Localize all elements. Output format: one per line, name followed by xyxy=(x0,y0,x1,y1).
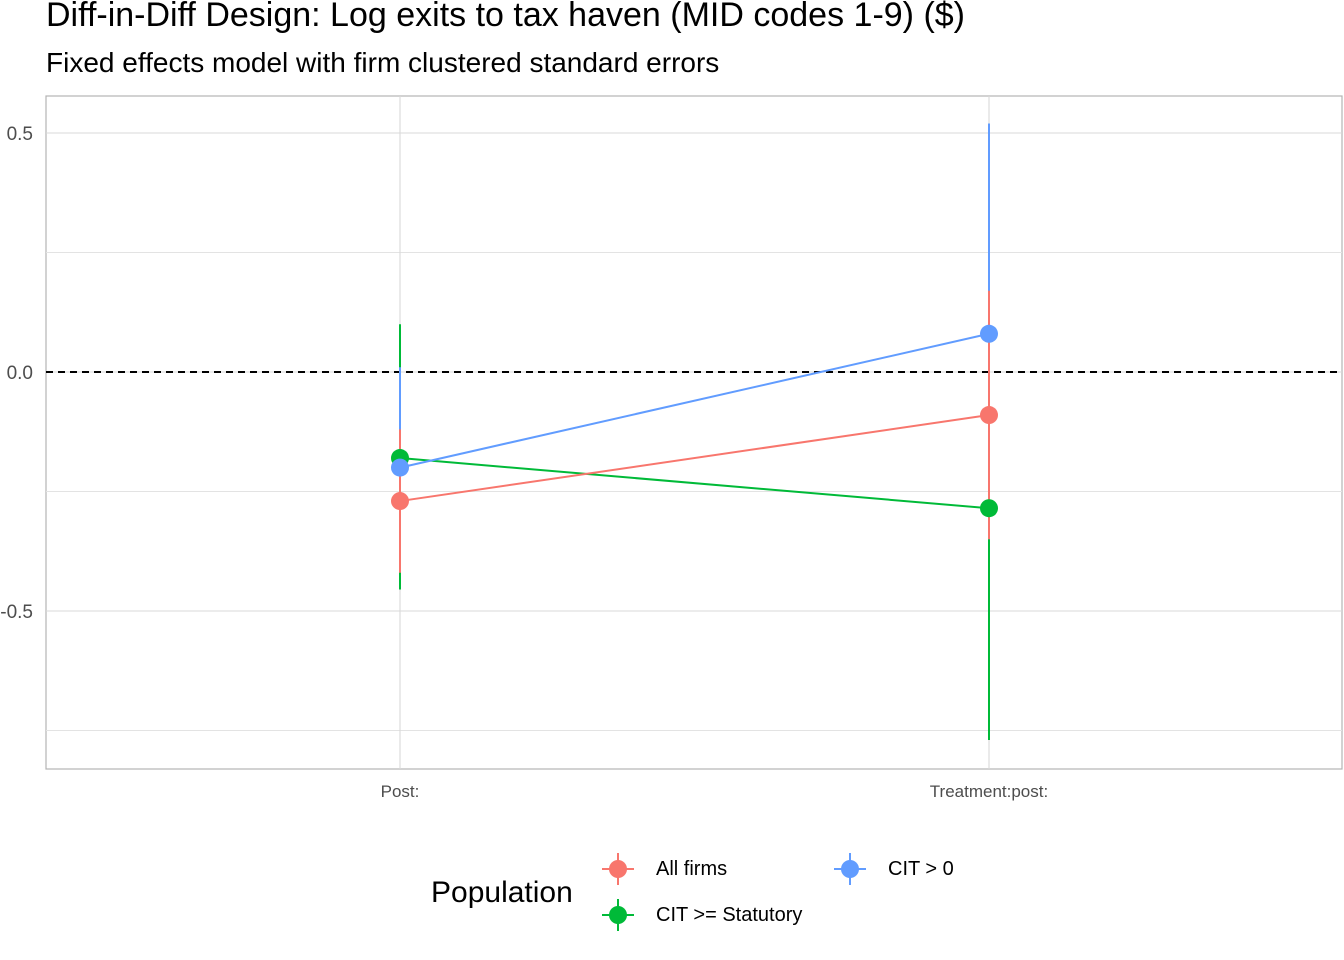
chart-subtitle: Fixed effects model with firm clustered … xyxy=(46,47,720,78)
data-point xyxy=(391,492,409,511)
data-point xyxy=(980,406,998,425)
chart-title: Diff-in-Diff Design: Log exits to tax ha… xyxy=(46,0,965,34)
legend-dot-all-firms xyxy=(609,860,627,878)
plot-panel-border xyxy=(45,95,1343,770)
legend-label-cit-positive: CIT > 0 xyxy=(888,858,954,880)
data-point xyxy=(980,499,998,518)
x-tick-label: Post: xyxy=(381,782,420,801)
legend-key-cit-statutory xyxy=(602,899,634,931)
series-line xyxy=(399,414,990,503)
legend-dot-cit-positive xyxy=(841,860,859,878)
data-point xyxy=(980,324,998,343)
legend-dot-cit-statutory xyxy=(609,906,627,924)
y-tick-label: 0.0 xyxy=(7,363,33,384)
legend-key-all-firms xyxy=(602,853,634,885)
y-tick-label: -0.5 xyxy=(0,602,33,623)
legend-key-cit-positive xyxy=(834,853,866,885)
legend-label-all-firms: All firms xyxy=(656,858,728,880)
y-tick-label: 0.5 xyxy=(7,124,33,145)
series-line xyxy=(399,332,990,469)
legend-label-cit-statutory: CIT >= Statutory xyxy=(656,904,803,926)
legend-title: Population xyxy=(431,876,573,909)
series-line xyxy=(399,457,990,510)
data-point xyxy=(391,458,409,477)
x-tick-label: Treatment:post: xyxy=(930,782,1048,801)
